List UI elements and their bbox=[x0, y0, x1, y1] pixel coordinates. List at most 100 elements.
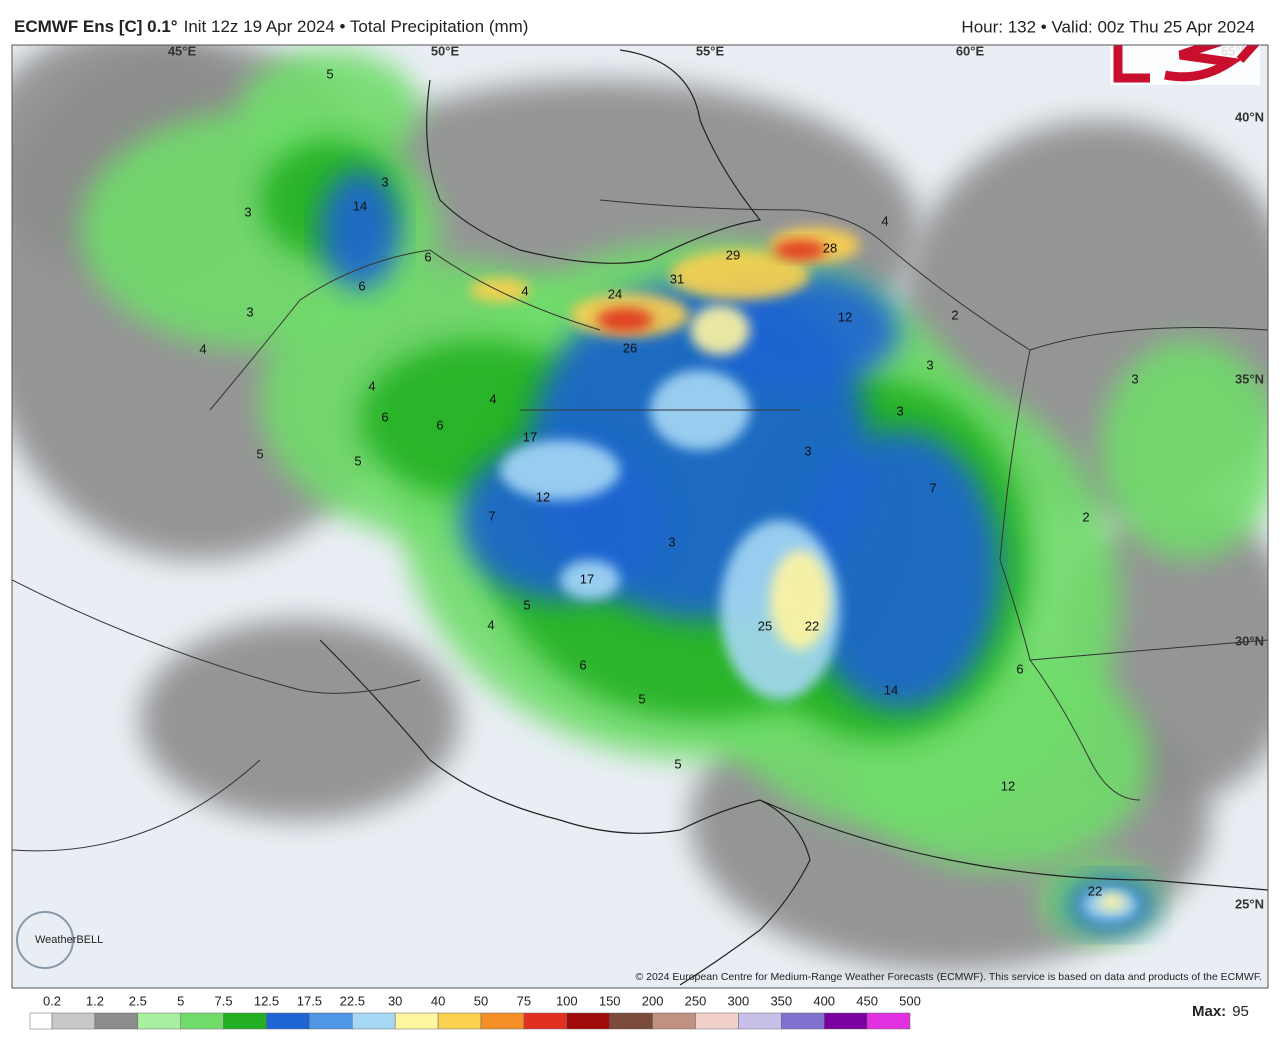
colorbar-tick-label: 2.5 bbox=[129, 993, 147, 1008]
iran-border bbox=[209, 199, 1141, 801]
colorbar-tick-label: 400 bbox=[813, 993, 835, 1008]
colorbar-cell bbox=[51, 1012, 96, 1030]
colorbar-tick-label: 30 bbox=[388, 993, 402, 1008]
value-label: 4 bbox=[368, 378, 375, 393]
precip-area bbox=[597, 308, 653, 332]
value-label: 28 bbox=[823, 240, 837, 255]
map-frame bbox=[11, 44, 1269, 989]
colorbar-cell bbox=[137, 1012, 181, 1030]
precip-area bbox=[240, 50, 420, 170]
colorbar-cell bbox=[309, 1012, 353, 1030]
colorbar-cell bbox=[266, 1012, 310, 1030]
precip-area bbox=[700, 270, 900, 390]
colorbar-cell bbox=[781, 1012, 825, 1030]
colorbar-cell bbox=[480, 1012, 525, 1030]
colorbar-tick-label: 7.5 bbox=[215, 993, 233, 1008]
colorbar-tick-label: 75 bbox=[517, 993, 531, 1008]
valid-time: Hour: 132 • Valid: 00z Thu 25 Apr 2024 bbox=[961, 17, 1255, 36]
news-logo bbox=[1110, 45, 1260, 85]
value-label: 3 bbox=[896, 403, 903, 418]
colorbar-tick-label: 40 bbox=[431, 993, 445, 1008]
value-label: 3 bbox=[1131, 371, 1138, 386]
precip-area bbox=[140, 620, 460, 820]
logo-ring bbox=[16, 911, 74, 969]
value-label: 6 bbox=[1016, 661, 1023, 676]
value-label: 6 bbox=[436, 417, 443, 432]
lat-label: 25°N bbox=[1235, 896, 1264, 911]
logo-shape bbox=[1113, 45, 1260, 83]
colorbar-tick-label: 200 bbox=[642, 993, 664, 1008]
colorbar-cell bbox=[738, 1012, 782, 1030]
colorbar-tick-label: 12.5 bbox=[254, 993, 279, 1008]
lat-label: 30°N bbox=[1235, 633, 1264, 648]
lat-label: 35°N bbox=[1235, 371, 1264, 386]
colorbar-cell bbox=[609, 1012, 653, 1030]
precip-area bbox=[1098, 893, 1126, 911]
colorbar-cell bbox=[695, 1012, 739, 1030]
value-label: 22 bbox=[1088, 883, 1102, 898]
colorbar-tick-label: 350 bbox=[770, 993, 792, 1008]
value-label: 12 bbox=[1001, 778, 1015, 793]
lon-label: 60°E bbox=[956, 43, 985, 58]
lon-label: 55°E bbox=[696, 43, 725, 58]
colorbar-tick-label: 17.5 bbox=[297, 993, 322, 1008]
value-label: 22 bbox=[805, 618, 819, 633]
value-label: 4 bbox=[199, 341, 206, 356]
map: 45°E50°E55°E60°E65°E40°N35°N30°N25°N5314… bbox=[12, 43, 1268, 988]
value-label: 31 bbox=[670, 271, 684, 286]
borders bbox=[12, 49, 1268, 986]
value-label: 6 bbox=[358, 278, 365, 293]
value-label: 3 bbox=[668, 534, 675, 549]
colorbar-tick-label: 150 bbox=[599, 993, 621, 1008]
colorbar-cell bbox=[223, 1012, 267, 1030]
lon-label: 50°E bbox=[431, 43, 460, 58]
value-label: 3 bbox=[244, 204, 251, 219]
colorbar-cell bbox=[523, 1012, 568, 1030]
value-label: 5 bbox=[354, 453, 361, 468]
max-label: Max: bbox=[1192, 1003, 1226, 1020]
colorbar-tick-label: 500 bbox=[899, 993, 921, 1008]
value-label: 6 bbox=[381, 409, 388, 424]
colorbar-cell bbox=[823, 1012, 868, 1030]
value-label: 3 bbox=[804, 443, 811, 458]
colorbar-cell bbox=[437, 1012, 482, 1030]
colorbar-tick-label: 250 bbox=[685, 993, 707, 1008]
precip-area bbox=[774, 240, 826, 260]
value-label: 26 bbox=[623, 340, 637, 355]
lon-label: 45°E bbox=[168, 43, 197, 58]
colorbar-tick-label: 5 bbox=[177, 993, 184, 1008]
gulf-coast bbox=[319, 639, 811, 986]
colorbar-tick-label: 450 bbox=[856, 993, 878, 1008]
precip-area bbox=[320, 170, 400, 290]
precip-field bbox=[12, 45, 1268, 970]
colorbar-cell bbox=[566, 1012, 610, 1030]
value-label: 7 bbox=[929, 480, 936, 495]
colorbar: 0.2 1.2 2.5 5 7.5 12.5 17.5 22.5 30 40 50 75 100 150 2… bbox=[29, 993, 921, 1030]
value-label: 24 bbox=[608, 286, 622, 301]
value-label: 2 bbox=[951, 307, 958, 322]
value-label: 5 bbox=[523, 597, 530, 612]
value-label: 2 bbox=[1082, 509, 1089, 524]
value-label: 3 bbox=[381, 174, 388, 189]
precip-area bbox=[800, 430, 1000, 710]
colorbar-cell bbox=[180, 1012, 224, 1030]
precip-area bbox=[560, 560, 620, 600]
colorbar-cell bbox=[866, 1012, 911, 1030]
value-label: 4 bbox=[489, 391, 496, 406]
value-label: 17 bbox=[580, 571, 594, 586]
colorbar-cell bbox=[352, 1012, 396, 1030]
value-label: 14 bbox=[353, 198, 367, 213]
value-label: 6 bbox=[579, 657, 586, 672]
title-bold: ECMWF Ens [C] 0.1° bbox=[14, 17, 178, 36]
value-label: 3 bbox=[926, 357, 933, 372]
colorbar-cell bbox=[394, 1012, 439, 1030]
precip-area bbox=[500, 440, 620, 500]
colorbar-cell bbox=[652, 1012, 696, 1030]
value-label: 5 bbox=[638, 691, 645, 706]
value-label: 29 bbox=[726, 247, 740, 262]
oman-coast bbox=[759, 799, 1268, 891]
value-label: 4 bbox=[521, 283, 528, 298]
precip-area bbox=[1100, 340, 1268, 560]
value-label: 3 bbox=[246, 304, 253, 319]
